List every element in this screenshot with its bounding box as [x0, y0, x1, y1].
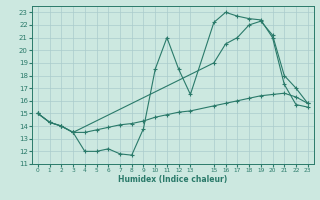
X-axis label: Humidex (Indice chaleur): Humidex (Indice chaleur): [118, 175, 228, 184]
